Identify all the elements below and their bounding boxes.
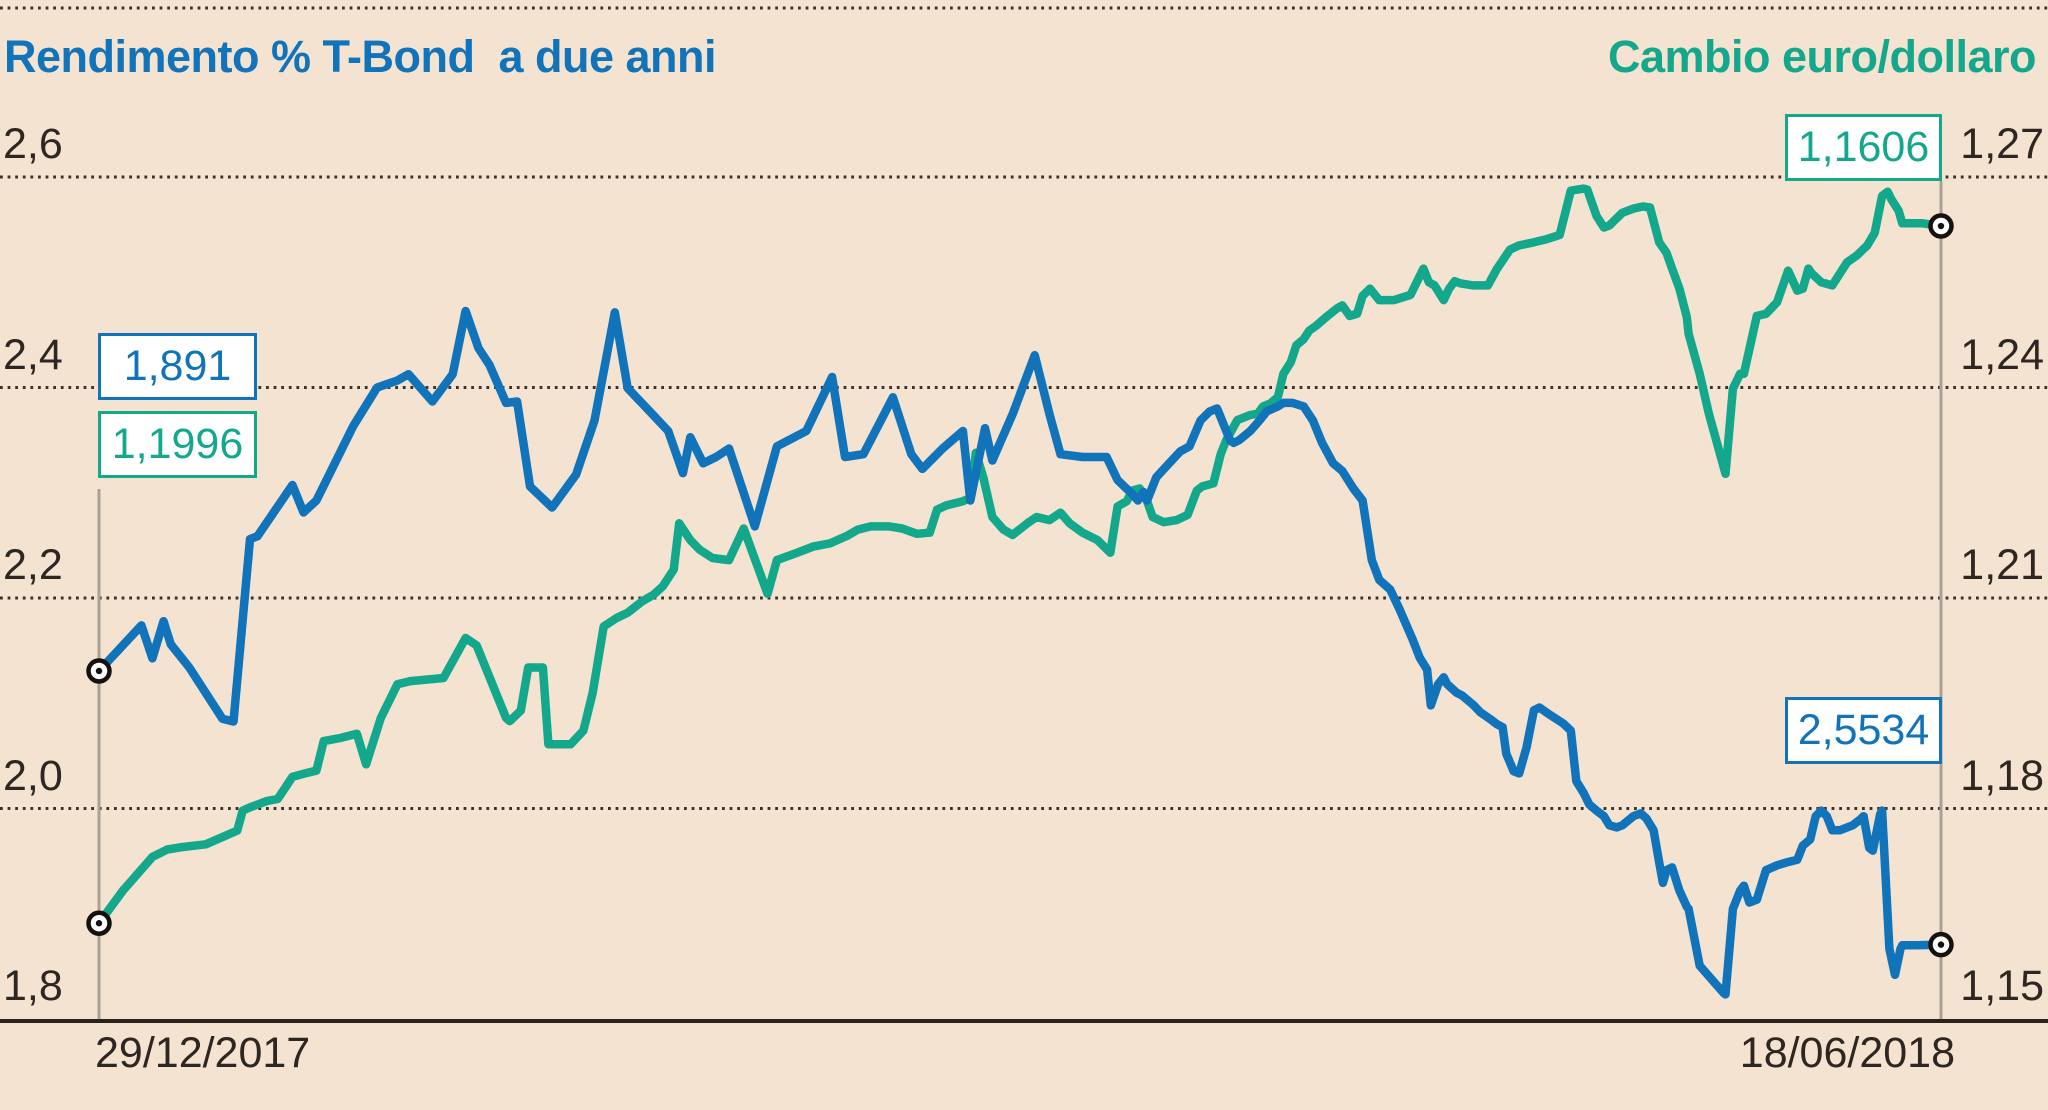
y-axis-tick-left-1-8: 1,8 <box>3 962 63 1010</box>
callout-euro-end-value: 1,1606 <box>1785 114 1942 181</box>
callout-bond-start-value: 1,891 <box>98 333 257 400</box>
series-line-tbond <box>94 184 1946 928</box>
y-axis-tick-left-2-0: 2,0 <box>3 751 63 800</box>
left-axis-title-tbond-yield: Rendimento % T-Bond a due anni <box>4 31 717 82</box>
y-axis-tick-left-2-4: 2,4 <box>3 330 63 379</box>
right-axis-title-eur-usd: Cambio euro/dollaro <box>1607 31 2037 82</box>
y-axis-tick-right-1-18: 1,18 <box>1960 751 2044 800</box>
callout-euro-start-value: 1,1996 <box>98 411 257 478</box>
x-axis-end-date-label: 18/06/2018 <box>1739 1029 1955 1077</box>
y-axis-tick-right-1-15: 1,15 <box>1960 962 2044 1010</box>
y-axis-tick-left-2-2: 2,2 <box>3 541 63 589</box>
series-line-eurusd <box>94 306 1946 999</box>
endpoint-marker-start <box>86 658 112 684</box>
y-axis-tick-right-1-24: 1,24 <box>1960 330 2044 379</box>
endpoint-marker-end <box>1928 213 1954 239</box>
endpoint-marker-end <box>1928 931 1954 958</box>
x-axis-start-date-label: 29/12/2017 <box>95 1029 311 1077</box>
endpoint-marker-start <box>86 910 112 936</box>
y-axis-tick-right-1-27: 1,27 <box>1960 120 2044 168</box>
callout-bond-end-value: 2,5534 <box>1785 697 1942 764</box>
y-axis-tick-right-1-21: 1,21 <box>1960 541 2044 589</box>
y-axis-tick-left-2-6: 2,6 <box>3 120 63 168</box>
